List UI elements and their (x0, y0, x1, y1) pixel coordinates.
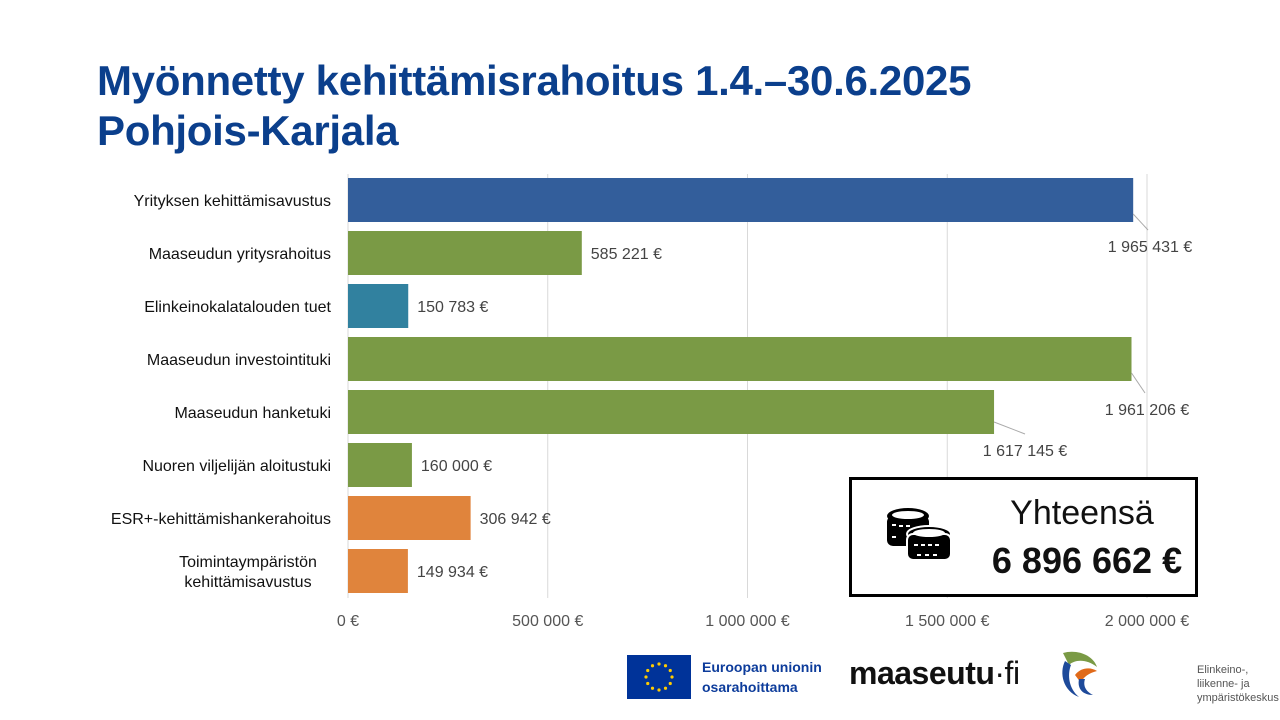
category-label: Maaseudun hanketuki (174, 405, 331, 422)
title-line-2: Pohjois-Karjala (97, 107, 399, 154)
eu-cofunded-text: Euroopan unionin osarahoittama (702, 657, 822, 697)
maaseutu-logo: maaseutu·fi (849, 655, 1020, 692)
data-label: 160 000 € (421, 458, 492, 475)
eu-star (646, 681, 650, 686)
leader-line (993, 421, 1026, 435)
bar (348, 231, 582, 275)
data-label: 306 942 € (480, 511, 551, 528)
maaseutu-suffix: ·fi (994, 655, 1020, 691)
eu-star (663, 664, 668, 668)
x-tick-label: 1 000 000 € (705, 613, 790, 630)
bar (348, 443, 412, 487)
leader-line (1132, 213, 1149, 231)
maaseutu-text: maaseutu (849, 655, 995, 691)
category-label: Maaseudun yritysrahoitus (149, 246, 331, 263)
bar (348, 337, 1132, 381)
bar (348, 284, 409, 328)
bar (348, 390, 995, 434)
category-label: ESR+-kehittämishankerahoitus (111, 511, 331, 528)
eu-text-2: osarahoittama (702, 679, 798, 695)
bar (348, 496, 471, 540)
ely-text-1: Elinkeino-, liikenne- ja (1197, 664, 1250, 690)
data-label: 149 934 € (417, 564, 488, 581)
bar (348, 549, 408, 593)
total-label: Yhteensä (1010, 494, 1154, 532)
chart-title: Myönnetty kehittämisrahoitus 1.4.–30.6.2… (97, 56, 971, 156)
data-label: 1 965 431 € (1108, 239, 1193, 256)
data-label: 1 617 145 € (983, 443, 1068, 460)
title-line-1: Myönnetty kehittämisrahoitus 1.4.–30.6.2… (97, 57, 972, 104)
eu-star (668, 681, 672, 686)
eu-star (657, 662, 661, 666)
x-tick-label: 500 000 € (512, 613, 583, 630)
eu-star (650, 664, 655, 668)
data-label: 150 783 € (417, 299, 488, 316)
ely-logo-icon (1062, 651, 1097, 697)
total-value: 6 896 662 € (991, 540, 1183, 581)
category-label: Nuoren viljelijän aloitustuki (142, 458, 331, 475)
data-label: 585 221 € (591, 246, 662, 263)
bar (348, 178, 1134, 222)
eu-star (668, 668, 672, 673)
eu-star (670, 675, 674, 679)
category-label: Elinkeinokalatalouden tuet (144, 299, 331, 316)
eu-flag-logo (627, 655, 691, 699)
category-label: Yrityksen kehittämisavustus (134, 193, 331, 210)
x-tick-label: 2 000 000 € (1105, 613, 1190, 630)
x-tick-label: 1 500 000 € (905, 613, 990, 630)
ely-text-2: ympäristökeskus (1197, 692, 1279, 704)
data-label: 1 961 206 € (1105, 402, 1190, 419)
ely-text: Elinkeino-, liikenne- ja ympäristökeskus (1197, 663, 1279, 705)
total-box: Yhteensä 6 896 662 € (849, 477, 1198, 597)
eu-star (644, 675, 648, 679)
category-label: kehittämisavustus (184, 574, 311, 591)
eu-star (646, 668, 650, 673)
category-label: Maaseudun investointituki (147, 352, 331, 369)
logo-bar: Euroopan unionin osarahoittama maaseutu·f… (627, 651, 1279, 704)
coins-icon (887, 508, 952, 561)
eu-text-1: Euroopan unionin (702, 659, 822, 675)
eu-star (663, 686, 668, 690)
eu-star (657, 688, 661, 692)
x-tick-label: 0 € (337, 613, 359, 630)
eu-star (650, 686, 655, 690)
category-label: Toimintaympäristön (179, 554, 317, 571)
leader-line (1131, 372, 1146, 394)
